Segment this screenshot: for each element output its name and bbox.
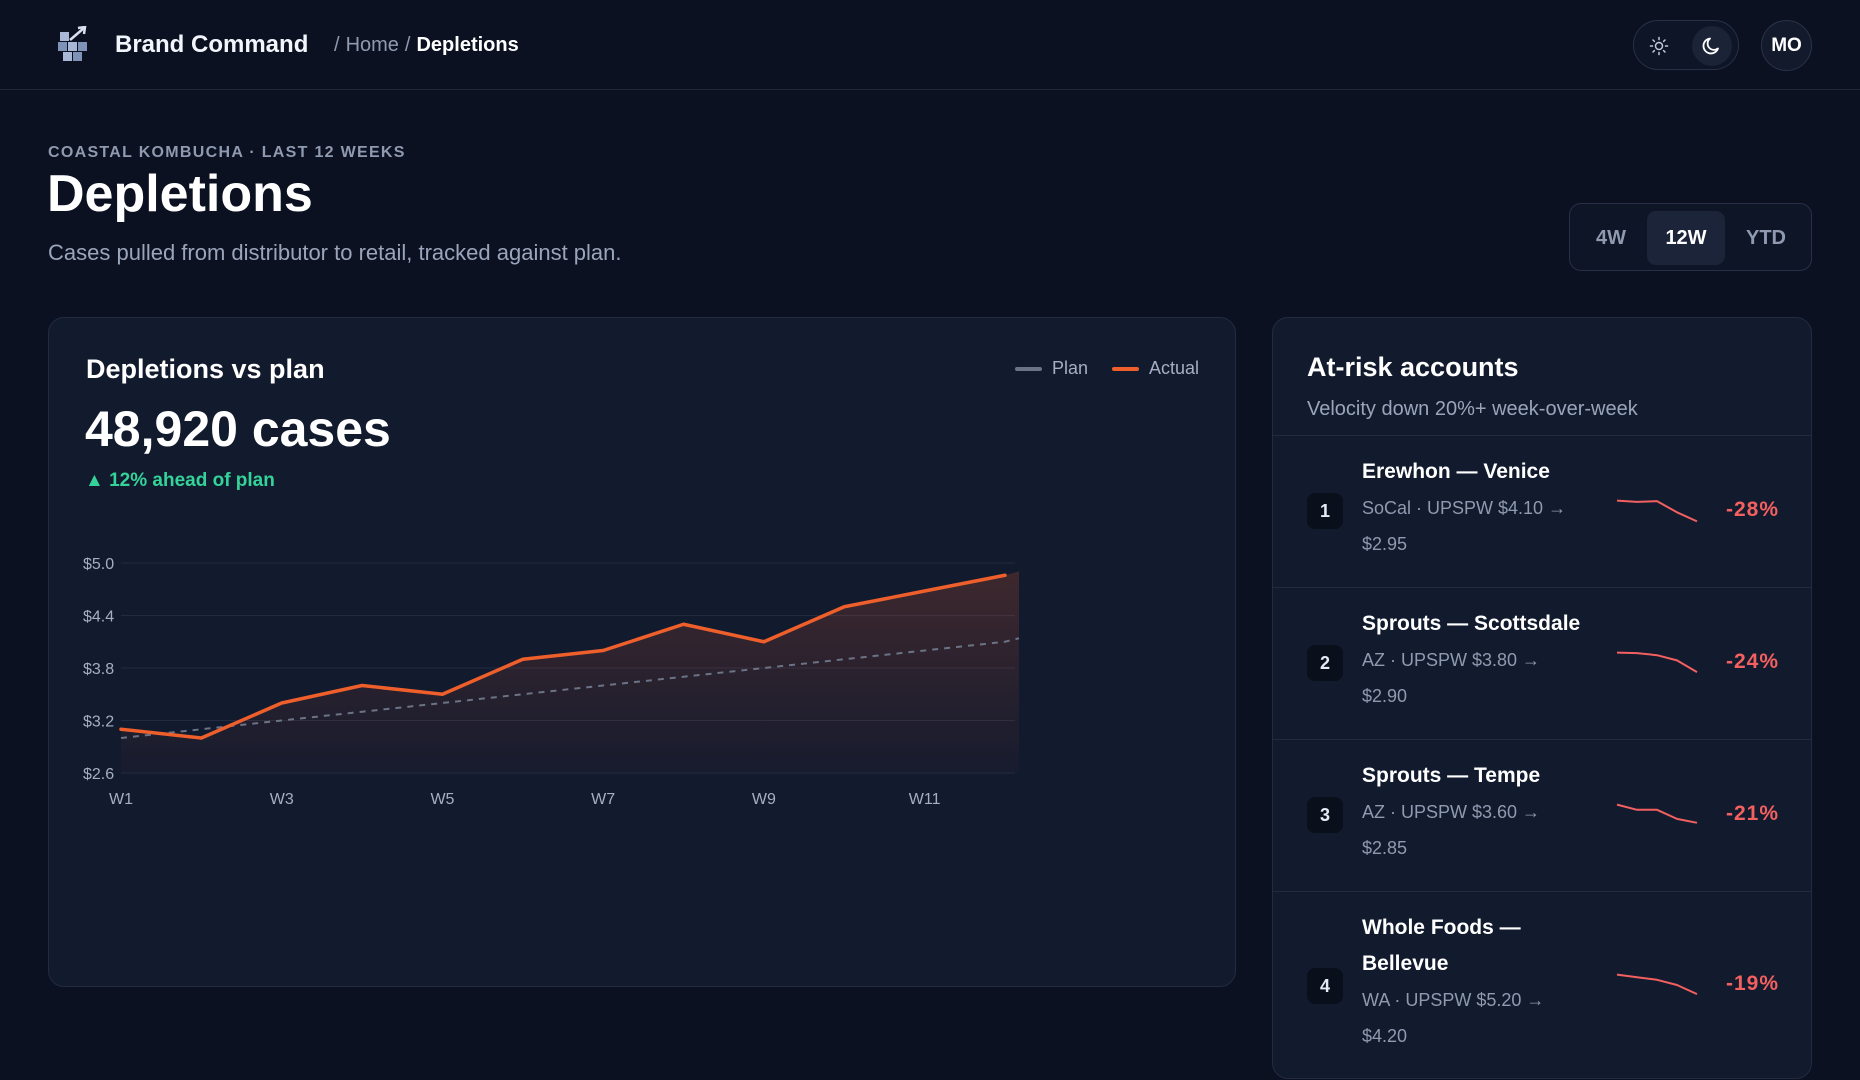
x-tick-label: W11 bbox=[909, 791, 941, 808]
dark-mode-button[interactable] bbox=[1692, 26, 1732, 66]
legend-actual: Actual bbox=[1111, 358, 1199, 379]
y-tick-label: $2.6 bbox=[83, 766, 114, 783]
page-subtitle: Cases pulled from distributor to retail,… bbox=[48, 240, 622, 265]
account-name: Sprouts — Tempe bbox=[1362, 764, 1541, 787]
sparkline-path bbox=[1616, 973, 1698, 996]
account-detail-value: $2.85 bbox=[1362, 838, 1408, 858]
page-eyebrow: COASTAL KOMBUCHA · LAST 12 WEEKS bbox=[48, 144, 406, 161]
legend-actual-label: Actual bbox=[1148, 358, 1199, 378]
account-name: Whole Foods — Bellevue bbox=[1362, 916, 1521, 975]
account-row[interactable]: 4 Whole Foods — Bellevue WA · UPSPW $5.2… bbox=[1273, 891, 1811, 1078]
account-row[interactable]: 2 Sprouts — Scottsdale AZ · UPSPW $3.80 … bbox=[1273, 587, 1811, 739]
range-12w-button[interactable]: 12W bbox=[1647, 211, 1725, 265]
brand-name[interactable]: Brand Command bbox=[115, 31, 309, 58]
total-cases: 48,920 cases bbox=[85, 401, 391, 457]
y-tick-label: $3.8 bbox=[83, 661, 114, 678]
y-tick-label: $5.0 bbox=[83, 556, 114, 573]
velocity-change: -21% bbox=[1725, 802, 1779, 825]
sun-icon bbox=[1649, 36, 1669, 56]
actual-swatch bbox=[1111, 366, 1139, 371]
at-risk-title: At-risk accounts bbox=[1307, 352, 1519, 382]
breadcrumb: / Home / Depletions bbox=[334, 34, 519, 57]
velocity-change: -28% bbox=[1725, 498, 1779, 521]
chart-legend: Plan Actual bbox=[1014, 358, 1199, 379]
x-tick-label: W5 bbox=[430, 791, 454, 808]
account-detail: SoCal · UPSPW $4.10 → bbox=[1362, 498, 1567, 518]
account-detail: AZ · UPSPW $3.80 → bbox=[1362, 650, 1541, 670]
range-4w-button[interactable]: 4W bbox=[1596, 226, 1626, 249]
breadcrumb-separator: / bbox=[404, 34, 411, 56]
y-tick-label: $3.2 bbox=[83, 714, 114, 731]
avatar[interactable]: MO bbox=[1761, 20, 1812, 71]
trend-sparkline bbox=[1616, 803, 1698, 824]
legend-plan: Plan bbox=[1014, 358, 1088, 379]
account-detail: AZ · UPSPW $3.60 → bbox=[1362, 802, 1541, 822]
account-detail: WA · UPSPW $5.20 → bbox=[1362, 990, 1545, 1010]
at-risk-accounts-card: At-risk accounts Velocity down 20%+ week… bbox=[1272, 317, 1812, 1079]
line-chart: $5.0 $4.4 $3.8 $3.2 $2.6 W1 W3 W5 W7 W9 W11 bbox=[83, 556, 1020, 808]
trend-sparkline bbox=[1616, 973, 1698, 996]
theme-toggle bbox=[1633, 20, 1739, 70]
range-ytd-button[interactable]: YTD bbox=[1746, 226, 1786, 249]
plan-swatch bbox=[1014, 366, 1042, 371]
moon-icon bbox=[1702, 37, 1719, 55]
y-tick-label: $4.4 bbox=[83, 609, 114, 626]
depletions-chart-card: Depletions vs plan 48,920 cases ▲ 12% ah… bbox=[48, 317, 1236, 987]
x-tick-label: W7 bbox=[591, 791, 615, 808]
account-name: Sprouts — Scottsdale bbox=[1362, 612, 1581, 635]
trend-sparkline bbox=[1616, 499, 1698, 523]
x-tick-label: W3 bbox=[270, 791, 294, 808]
account-rank: 3 bbox=[1307, 797, 1343, 833]
x-tick-label: W1 bbox=[109, 791, 133, 808]
velocity-change: -24% bbox=[1725, 650, 1779, 673]
account-row[interactable]: 3 Sprouts — Tempe AZ · UPSPW $3.60 → $2.… bbox=[1273, 739, 1811, 891]
actual-line bbox=[119, 573, 1007, 740]
account-row[interactable]: 1 Erewhon — Venice SoCal · UPSPW $4.10 →… bbox=[1273, 435, 1811, 587]
legend-plan-label: Plan bbox=[1051, 358, 1088, 378]
logo-icon[interactable] bbox=[56, 25, 90, 62]
account-rank: 2 bbox=[1307, 645, 1343, 681]
account-detail-value: $2.90 bbox=[1362, 686, 1408, 706]
light-mode-button[interactable] bbox=[1639, 26, 1679, 66]
plan-line bbox=[120, 637, 1020, 739]
account-rank: 4 bbox=[1307, 968, 1343, 1004]
breadcrumb-home[interactable]: Home bbox=[345, 34, 399, 56]
account-detail-value: $4.20 bbox=[1362, 1026, 1408, 1046]
account-rank: 1 bbox=[1307, 493, 1343, 529]
x-tick-label: W9 bbox=[752, 791, 776, 808]
breadcrumb-current: Depletions bbox=[416, 34, 519, 56]
top-bar: Brand Command / Home / Depletions MO bbox=[0, 0, 1860, 90]
sparkline-path bbox=[1616, 651, 1698, 673]
at-risk-subtitle: Velocity down 20%+ week-over-week bbox=[1307, 398, 1638, 420]
plan-delta: ▲ 12% ahead of plan bbox=[85, 470, 275, 491]
trend-sparkline bbox=[1616, 651, 1698, 673]
velocity-change: -19% bbox=[1725, 972, 1779, 995]
sparkline-path bbox=[1616, 803, 1698, 824]
sparkline-path bbox=[1616, 499, 1698, 523]
breadcrumb-separator: / bbox=[334, 34, 340, 56]
actual-area bbox=[121, 571, 1019, 773]
account-detail-value: $2.95 bbox=[1362, 534, 1408, 554]
range-selector: 4W 12W YTD bbox=[1569, 203, 1812, 271]
account-name: Erewhon — Venice bbox=[1362, 460, 1550, 483]
page-title: Depletions bbox=[47, 165, 313, 223]
chart-title: Depletions vs plan bbox=[86, 354, 325, 384]
